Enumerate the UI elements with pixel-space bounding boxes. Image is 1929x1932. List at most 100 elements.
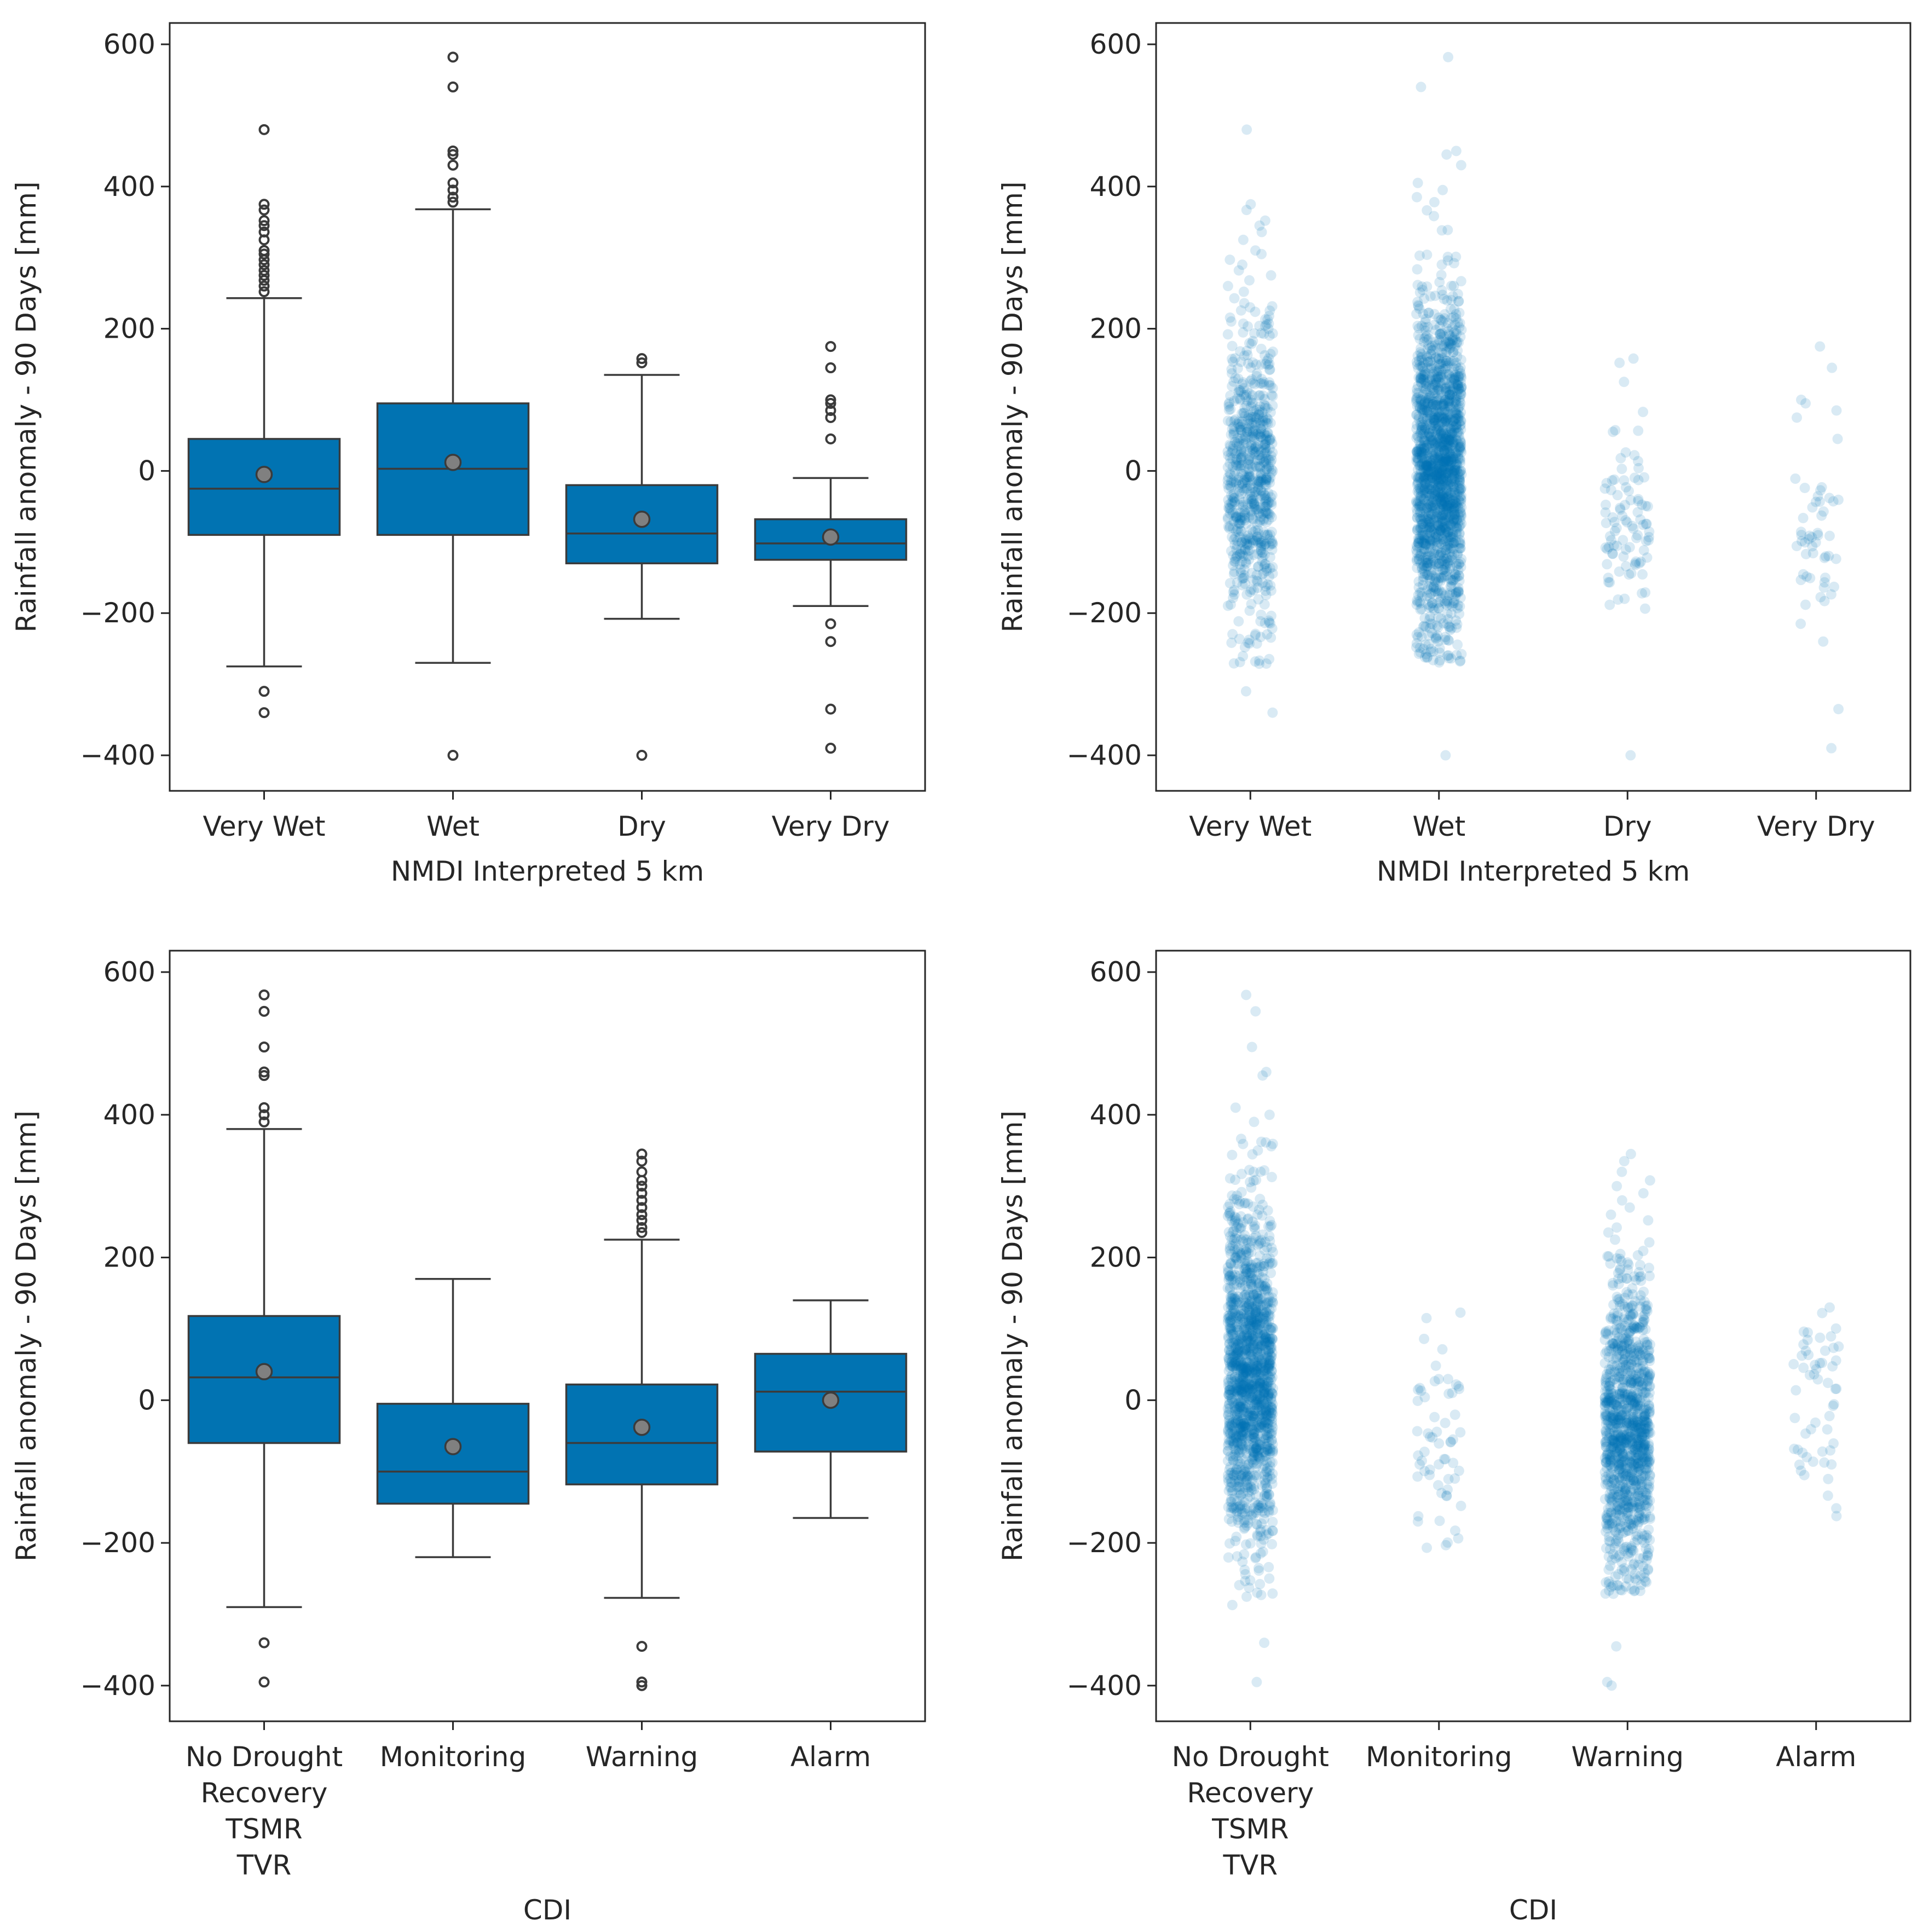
strip-point (1456, 276, 1466, 287)
strip-point (1241, 400, 1252, 411)
y-tick-label: 0 (1124, 1384, 1142, 1416)
strip-point (1226, 429, 1237, 440)
strip-point (1233, 1517, 1244, 1528)
strip-point (1247, 535, 1258, 546)
strip-point (1644, 1237, 1655, 1248)
x-axis-label: NMDI Interpreted 5 km (1377, 855, 1690, 887)
strip-point (1250, 630, 1261, 641)
strip-point (1261, 565, 1272, 576)
strip-point (1454, 656, 1465, 667)
strip-point (1240, 508, 1251, 519)
strip-point (1225, 1173, 1235, 1184)
strip-point (1236, 1187, 1247, 1198)
x-tick-label: Very Wet (1189, 811, 1312, 842)
strip-point (1456, 511, 1466, 522)
strip-point (1262, 530, 1273, 541)
strip-point (1243, 415, 1254, 426)
strip-point (1815, 592, 1826, 603)
strip-point (1252, 576, 1263, 587)
axes-frame (169, 22, 926, 792)
strip-point (1249, 1470, 1260, 1481)
strip-point (1411, 496, 1422, 507)
strip-point (1246, 510, 1257, 520)
strip-point (1242, 1327, 1253, 1338)
strip-point (1245, 480, 1256, 491)
strip-point (1620, 515, 1631, 526)
strip-point (1254, 1502, 1264, 1513)
strip-point (1248, 527, 1258, 537)
strip-point (1261, 447, 1272, 458)
box-iqr (754, 518, 908, 561)
strip-point (1443, 51, 1454, 62)
strip-point (1832, 433, 1843, 444)
strip-point (1792, 412, 1803, 423)
strip-point (1245, 375, 1256, 386)
strip-point (1241, 558, 1252, 569)
strip-point (1245, 1177, 1256, 1188)
strip-point (1246, 599, 1257, 610)
strip-point (1445, 534, 1456, 545)
outlier-point (825, 433, 836, 444)
strip-point (1226, 316, 1237, 327)
strip-point (1264, 1334, 1275, 1345)
strip-point (1829, 581, 1840, 592)
strip-point (1256, 486, 1267, 497)
strip-point (1619, 377, 1630, 387)
strip-point (1445, 386, 1456, 397)
strip-point (1265, 618, 1276, 629)
strip-point (1230, 553, 1241, 564)
strip-point (1249, 498, 1260, 508)
strip-point (1455, 543, 1466, 554)
strip-point (1228, 426, 1239, 437)
strip-point (1261, 1381, 1272, 1392)
strip-point (1245, 414, 1256, 425)
strip-point (1222, 513, 1233, 524)
strip-point (1616, 464, 1627, 475)
strip-point (1264, 498, 1275, 508)
outlier-point (258, 270, 270, 281)
strip-point (1258, 434, 1269, 445)
strip-point (1447, 550, 1458, 561)
strip-point (1260, 585, 1271, 596)
strip-point (1240, 1420, 1251, 1431)
strip-point (1244, 638, 1255, 649)
strip-point (1248, 1166, 1259, 1177)
strip-point (1240, 579, 1251, 589)
strip-point (1639, 603, 1650, 614)
strip-point (1250, 460, 1261, 471)
strip-point (1226, 490, 1237, 501)
strip-point (1263, 514, 1274, 525)
strip-point (1833, 704, 1844, 715)
strip-point (1266, 632, 1277, 643)
strip-point (1225, 254, 1235, 265)
strip-point (1236, 455, 1247, 466)
y-tick-label: 600 (103, 28, 155, 60)
y-tick-label: 200 (103, 1242, 155, 1274)
strip-point (1261, 658, 1272, 669)
strip-point (1818, 636, 1829, 647)
y-axis-label: Rainfall anomaly - 90 Days [mm] (997, 182, 1029, 633)
strip-point (1244, 554, 1255, 565)
strip-point (1641, 536, 1651, 547)
mean-marker (255, 1363, 273, 1380)
strip-point (1240, 437, 1251, 448)
strip-point (1800, 398, 1811, 409)
strip-point (1266, 535, 1277, 546)
strip-point (1231, 478, 1241, 489)
strip-point (1607, 475, 1618, 486)
strip-point (1228, 516, 1239, 527)
strip-point (1241, 539, 1252, 550)
strip-point (1608, 1280, 1619, 1291)
strip-point (1235, 564, 1246, 575)
strip-point (1258, 1261, 1269, 1272)
strip-point (1436, 225, 1447, 236)
strip-point (1223, 472, 1234, 483)
strip-point (1235, 512, 1246, 523)
strip-point (1630, 556, 1641, 567)
strip-point (1233, 472, 1244, 483)
strip-point (1456, 160, 1466, 171)
strip-point (1234, 514, 1245, 525)
strip-point (1255, 537, 1266, 548)
strip-point (1453, 1533, 1464, 1544)
strip-point (1239, 564, 1250, 575)
